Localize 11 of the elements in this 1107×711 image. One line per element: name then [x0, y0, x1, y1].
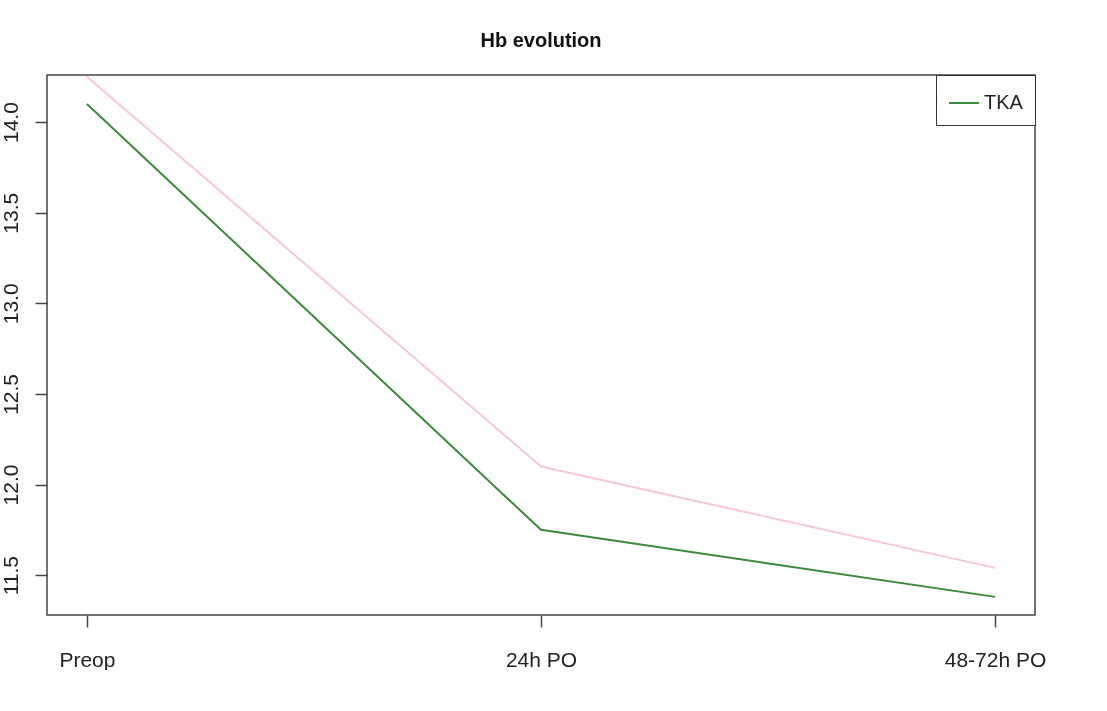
x-tick-label: 48-72h PO — [944, 647, 1047, 671]
chart-title: Hb evolution — [480, 28, 602, 51]
y-tick-label: 11.5 — [0, 555, 22, 596]
x-tick-label: Preop — [59, 647, 116, 671]
y-tick-label: 12.0 — [0, 464, 22, 506]
y-tick-label: 13.5 — [0, 192, 22, 234]
x-tick-label: 24h PO — [505, 647, 578, 671]
y-tick-label: 14.0 — [0, 102, 22, 144]
y-tick-label: 12.5 — [0, 373, 22, 415]
legend-label: TKA — [984, 91, 1024, 113]
y-tick-label: 13.0 — [0, 283, 22, 325]
